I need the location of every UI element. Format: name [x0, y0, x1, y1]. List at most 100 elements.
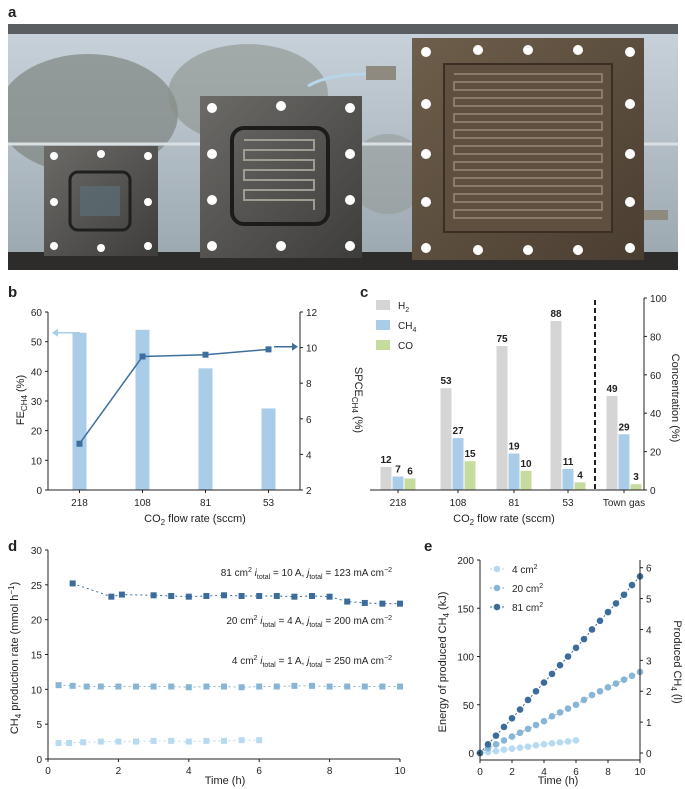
photo-illustration — [8, 24, 678, 270]
chart-d-point — [203, 737, 210, 744]
chart-c-legend-swatch — [376, 300, 390, 310]
chart-e-point — [524, 743, 532, 751]
chart-d-ytick-label: 15 — [31, 651, 43, 662]
chart-e-legend-marker — [493, 603, 501, 611]
chart-d-ytick-label: 30 — [31, 546, 43, 557]
chart-b-spce-point — [202, 351, 209, 358]
chart-e-point — [500, 737, 508, 744]
chart-d-point — [69, 580, 76, 587]
chart-e-point — [484, 741, 492, 748]
chart-e-point — [508, 733, 516, 740]
chart-b-ytick-label-right: 6 — [306, 415, 312, 426]
chart-e-point — [548, 740, 556, 747]
chart-e-point — [556, 709, 564, 716]
chart-d-point — [185, 738, 192, 745]
chart-d-series-line — [58, 739, 260, 744]
chart-b-ylabel-right: SPCECH4 (%) — [350, 367, 364, 433]
chart-e-point — [540, 717, 548, 725]
chart-e-point — [524, 696, 532, 704]
chart-d-point — [168, 592, 175, 599]
chart-e-ytick-label-right: 2 — [646, 687, 652, 698]
chart-b-ytick-label-right: 8 — [306, 379, 312, 390]
chart-b-ytick-label-right: 2 — [306, 486, 312, 497]
chart-b-ytick-label-right: 10 — [306, 344, 318, 355]
chart-e-point — [492, 732, 500, 739]
chart-d-point — [238, 592, 245, 599]
chart-c-data-label: 15 — [464, 449, 476, 460]
chart-d-point — [185, 684, 192, 691]
chart-c-xtick-label: 53 — [562, 498, 574, 509]
chart-e-point — [612, 680, 620, 687]
chart-e-point — [572, 701, 580, 709]
chart-d-point — [361, 599, 368, 606]
panel-label-d: d — [8, 538, 18, 555]
chart-d-point — [80, 739, 87, 746]
chart-d-point — [185, 593, 192, 600]
chart-d-point — [55, 739, 62, 746]
chart-c-data-label: 7 — [395, 465, 401, 476]
chart-d-point — [150, 737, 157, 744]
chart-d-point — [133, 683, 139, 690]
chart-c-bar-h2 — [606, 395, 618, 490]
chart-c-legend-swatch — [376, 320, 390, 330]
chart-b-right-arrowhead — [292, 342, 298, 351]
panel-label-e: e — [424, 538, 433, 555]
chart-d-point — [203, 592, 210, 599]
chart-d-point — [344, 683, 351, 690]
chart-d-point — [256, 592, 263, 599]
chart-b-spce-line — [78, 348, 269, 445]
chart-d-point — [326, 593, 333, 600]
chart-d-ytick-label: 20 — [31, 616, 43, 627]
chart-e-point — [580, 696, 588, 704]
chart-e-xtick-label: 8 — [605, 767, 611, 778]
chart-d-point — [55, 682, 62, 689]
chart-d-point — [397, 600, 403, 607]
chart-d-point — [256, 737, 263, 744]
chart-d-annotation: 4 cm2 itotal = 1 A, jtotal = 250 mA cm−2 — [232, 655, 392, 669]
chart-d-annotation: 20 cm2 itotal = 4 A, jtotal = 200 mA cm−… — [226, 615, 392, 629]
chart-e-point — [572, 737, 580, 744]
chart-d-ytick-label: 25 — [31, 581, 43, 592]
chart-e-ytick-label-right: 0 — [646, 749, 652, 760]
chart-e-ylabel-right: Produced CH4 (l) — [669, 620, 683, 703]
chart-d-point — [291, 682, 298, 689]
chart-c-xtick-label: 81 — [508, 498, 520, 509]
chart-d-point — [309, 682, 315, 689]
chart-b-bar — [261, 408, 276, 490]
chart-e-point — [540, 741, 548, 748]
chart-c-bar-co — [404, 478, 416, 490]
chart-c-bar-co — [630, 484, 642, 490]
chart-e-point — [516, 744, 524, 751]
chart-d-point — [97, 683, 104, 690]
chart-d-point — [168, 737, 175, 744]
chart-c-bar-ch4 — [508, 453, 520, 490]
chart-d-ytick-label: 10 — [31, 685, 43, 696]
chart-b-ytick-label-right: 12 — [306, 308, 318, 319]
chart-e-point — [508, 714, 516, 722]
chart-d-xtick-label: 2 — [116, 766, 122, 777]
chart-c-data-label: 27 — [452, 426, 464, 437]
chart-b-left-arrowhead — [52, 328, 58, 337]
chart-e-point — [532, 687, 540, 695]
chart-c-bar-ch4 — [392, 476, 404, 490]
chart-e-point — [492, 747, 500, 755]
chart-c-ytick-label: 0 — [650, 486, 656, 497]
chart-e-point — [524, 725, 532, 733]
chart-c-data-label: 19 — [508, 442, 520, 453]
chart-c-bar-h2 — [440, 388, 452, 490]
chart-d-point — [273, 592, 280, 599]
chart-d-point — [221, 737, 227, 744]
chart-e-point — [580, 635, 588, 643]
chart-e-ytick-label-right: 5 — [646, 595, 652, 606]
chart-e-point — [620, 676, 628, 683]
chart-e-ytick-label-left: 50 — [463, 701, 475, 712]
chart-e-xtick-label: 0 — [477, 767, 483, 778]
chart-e-ytick-label-left: 0 — [468, 749, 474, 760]
chart-c-bar-h2 — [380, 466, 392, 490]
chart-d-point — [379, 683, 386, 690]
chart-d-point — [273, 683, 280, 690]
chart-b-xtick-label: 218 — [71, 498, 88, 509]
chart-e-xlabel: Time (h) — [538, 775, 579, 787]
chart-e-point — [604, 608, 612, 616]
